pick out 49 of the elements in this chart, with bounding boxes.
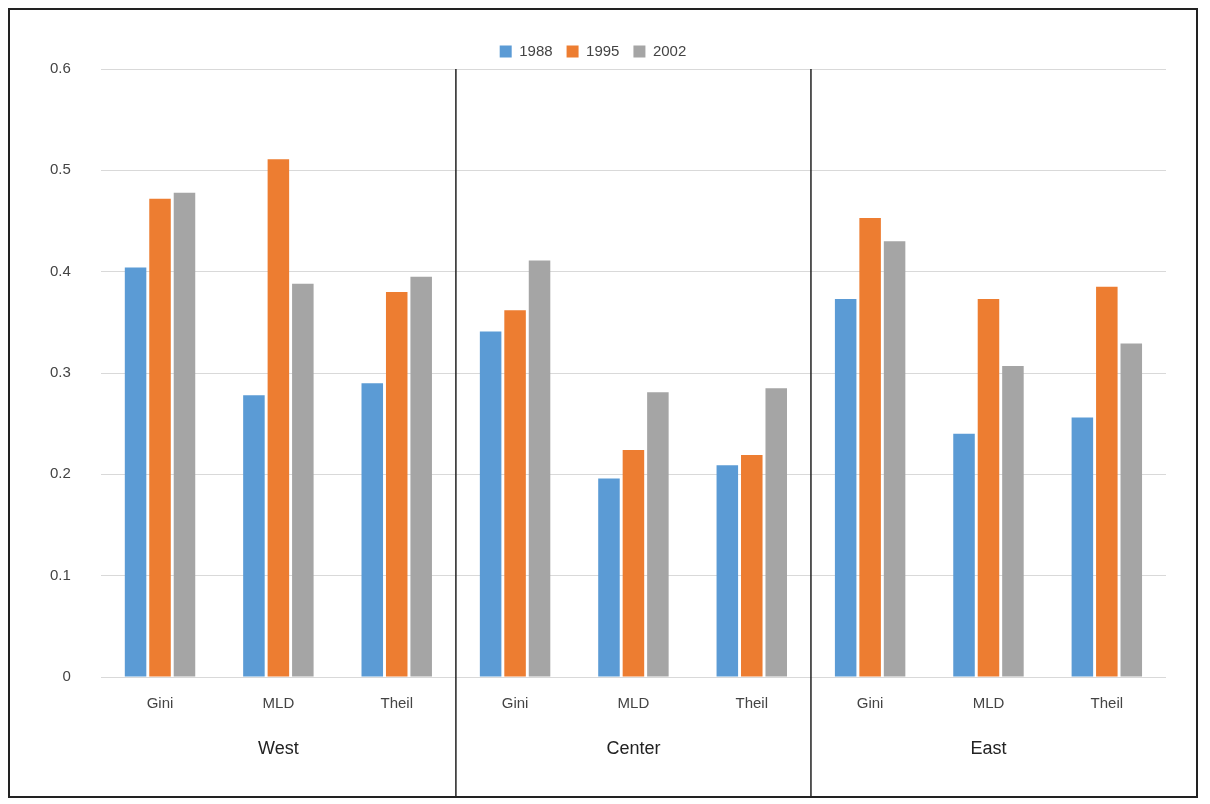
text: West [258,737,299,758]
bar [124,267,147,677]
bar [479,331,502,677]
bar [528,260,551,677]
x-tick-label: Theil [380,694,413,712]
x-tick-label: Theil [1090,694,1124,712]
bar [292,283,314,677]
y-tick-label: 0.5 [49,160,71,178]
bar [410,276,432,677]
y-tick-label: 0.1 [49,565,71,583]
bar [173,192,196,677]
bar [765,388,787,677]
bar [834,299,857,677]
legend-label: 1988 [519,41,553,59]
y-tick-label: 0 [62,667,71,685]
x-tick-label: Gini [146,694,174,712]
bar [1096,286,1118,677]
x-tick-label: Theil [735,694,769,712]
bar [598,478,620,677]
text: Center [606,737,661,758]
bar [622,450,645,677]
bar [504,310,526,677]
x-tick-label: MLD [972,694,1005,712]
y-tick-label: 0.6 [49,59,71,77]
x-tick-label: MLD [262,694,295,712]
x-tick-label: Gini [856,694,884,712]
x-tick-label: Gini [501,694,529,712]
y-tick-label: 0.4 [49,261,71,279]
y-tick-label: 0.2 [49,464,71,482]
bar [883,241,906,677]
bar [267,159,290,677]
bar [1120,343,1143,677]
bar [741,455,763,677]
bar [716,465,739,677]
bar [977,299,1000,677]
x-tick-label: MLD [617,694,650,712]
text: East [970,737,1007,758]
bar [953,433,975,677]
bar [859,217,881,677]
bar [149,198,171,677]
y-tick-label: 0.3 [49,363,71,381]
bar [385,291,408,677]
bar [1002,365,1024,677]
bar [361,383,384,677]
bar [647,392,669,677]
legend-label: 1995 [586,41,620,59]
legend-label: 2002 [652,41,687,59]
bar [243,395,265,677]
bar [1071,417,1094,677]
